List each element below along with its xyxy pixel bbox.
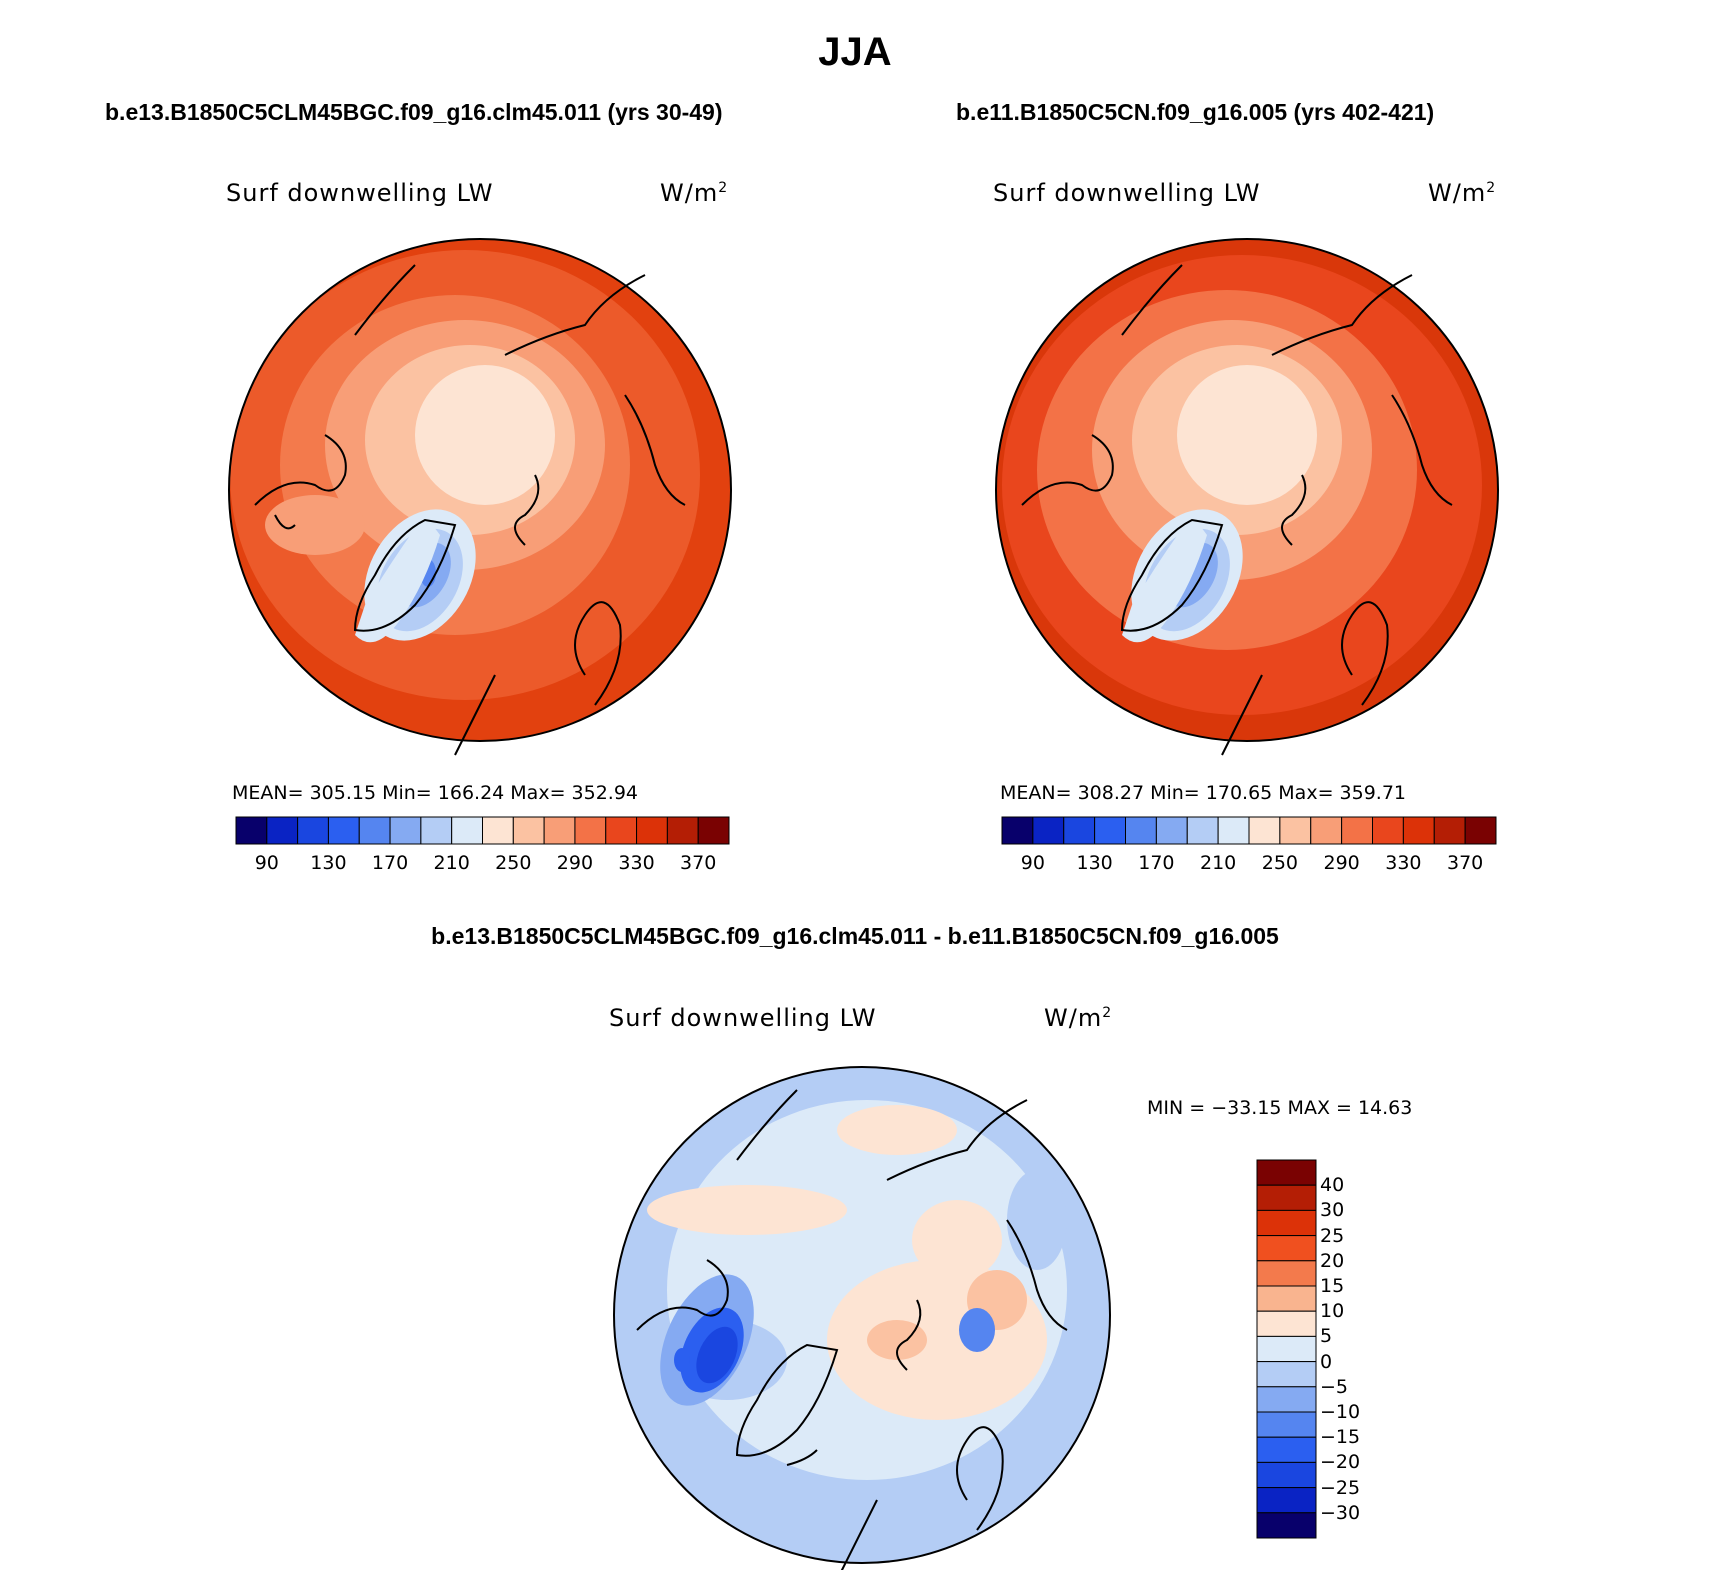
panel1-colorbar-cell [389,816,422,845]
panel2-colorbar-tick: 90 [1020,852,1045,874]
panel1-colorbar-cell [636,816,668,845]
panel1-colorbar-cell [543,816,576,845]
diff-colorbar-tick: 15 [1320,1275,1345,1297]
panel2-colorbar-cell [1248,816,1281,845]
diff-colorbar-tick: 10 [1320,1300,1345,1323]
panel2-colorbar-cell [1063,816,1096,845]
panel2-polar-map [995,238,1499,756]
diff-colorbar-tick: 20 [1320,1249,1345,1272]
diff-colorbar-cell [1256,1512,1317,1539]
panel2-stats: MEAN= 308.27 Min= 170.65 Max= 359.71 [1000,782,1407,804]
panel1-colorbar-tick: 210 [433,852,470,874]
panel2-colorbar-tick: 250 [1261,852,1299,874]
panel1-variable-label: Surf downwelling LW [226,179,494,207]
diff-colorbar-cell [1256,1310,1317,1337]
panel2-colorbar-cell [1464,816,1497,845]
diff-colorbar-tick: −25 [1320,1476,1361,1499]
panel2-colorbar-cell [1402,816,1435,845]
diff-colorbar-tick: −15 [1320,1426,1361,1449]
panel1-polar-map [228,238,732,756]
diff-colorbar-cell [1256,1411,1317,1438]
panel2-colorbar-cell [1001,816,1034,845]
panel2-colorbar-tick: 170 [1138,852,1175,874]
diff-colorbar-tick: −5 [1320,1375,1349,1398]
diff-colorbar-tick: 40 [1320,1174,1345,1197]
panel1-colorbar-tick: 290 [556,852,594,874]
panel2-colorbar-tick: 370 [1446,852,1484,874]
panel1-colorbar-cell [697,816,730,845]
panel1-units-label: W/m2 [660,179,729,207]
panel1-stats: MEAN= 305.15 Min= 166.24 Max= 352.94 [232,782,639,804]
figure-title: JJA [818,30,892,74]
panel2-units-label: W/m2 [1428,179,1497,207]
diff-colorbar-tick: −10 [1320,1401,1361,1423]
panel2-colorbar-cell [1155,816,1188,845]
panel1-colorbar-cell [605,816,638,845]
diff-colorbar-cell [1256,1159,1317,1186]
diff-colorbar-tick: −30 [1320,1501,1361,1524]
diff-colorbar-cell [1256,1361,1317,1388]
panel2-colorbar-cell [1217,816,1250,845]
panel1-colorbar-cell [574,816,607,845]
panel2-colorbar-cell [1372,816,1404,845]
diff-stats: MIN = −33.15 MAX = 14.63 [1147,1097,1413,1119]
diff-colorbar [1256,1159,1317,1539]
diff-variable-label: Surf downwelling LW [609,1004,877,1032]
panel1-colorbar-cell [512,816,545,845]
panel1-case-title: b.e13.B1850C5CLM45BGC.f09_g16.clm45.011 … [105,99,723,125]
diff-case-title: b.e13.B1850C5CLM45BGC.f09_g16.clm45.011 … [431,923,1279,949]
diff-colorbar-cell [1256,1487,1317,1514]
panel1-colorbar-cell [482,816,514,845]
panel2-colorbar-tick: 130 [1076,852,1113,874]
panel2-colorbar-cell [1341,816,1373,845]
diff-colorbar-cell [1256,1184,1317,1211]
panel1-colorbar-tick: 90 [254,852,279,874]
diff-colorbar-cell [1256,1260,1317,1287]
diff-units-label: W/m2 [1044,1004,1113,1032]
panel2-colorbar-cell [1310,816,1343,845]
diff-colorbar-cell [1256,1285,1317,1312]
panel1-colorbar-cell [451,816,483,845]
panel2-variable-label: Surf downwelling LW [993,179,1261,207]
panel1-colorbar-tick: 330 [618,852,655,874]
panel1-colorbar-cell [358,816,391,845]
diff-colorbar-tick: 5 [1320,1325,1333,1348]
panel2-colorbar-cell [1094,816,1126,845]
diff-colorbar-cell [1256,1335,1317,1363]
diff-colorbar-tick: 25 [1320,1224,1345,1247]
panel1-colorbar-tick: 250 [495,852,532,874]
diff-colorbar-cell [1256,1235,1317,1262]
panel1-colorbar-cell [266,816,299,845]
panel1-colorbar-tick: 170 [371,852,409,874]
panel2-colorbar-cell [1186,816,1219,845]
panel2-colorbar-tick: 290 [1323,852,1360,874]
panel1-colorbar-cell [420,816,453,845]
panel2-colorbar-tick: 210 [1199,852,1237,874]
panel1-colorbar-cell [297,816,329,845]
panel1-colorbar-cell [327,816,360,845]
panel2-colorbar-tick: 330 [1385,852,1422,874]
panel1-colorbar-cell [235,816,268,845]
diff-colorbar-cell [1256,1386,1317,1413]
diff-colorbar-tick: −20 [1320,1451,1361,1474]
panel1-colorbar-tick: 370 [680,852,717,874]
panel2-colorbar-cell [1433,816,1466,845]
panel2-colorbar-cell [1279,816,1312,845]
panel1-colorbar [235,816,730,845]
diff-colorbar-tick: 30 [1320,1199,1345,1222]
panel2-colorbar-cell [1125,816,1157,845]
panel2-case-title: b.e11.B1850C5CN.f09_g16.005 (yrs 402-421… [956,99,1435,125]
diff-colorbar-tick: 0 [1320,1350,1333,1373]
diff-colorbar-cell [1256,1209,1317,1237]
panel2-colorbar [1001,816,1497,845]
diff-colorbar-cell [1256,1436,1317,1463]
panel1-colorbar-tick: 130 [310,852,347,874]
panel1-colorbar-cell [666,816,699,845]
diff-polar-map [613,1066,1111,1570]
panel2-colorbar-cell [1032,816,1065,845]
diff-colorbar-cell [1256,1461,1317,1489]
